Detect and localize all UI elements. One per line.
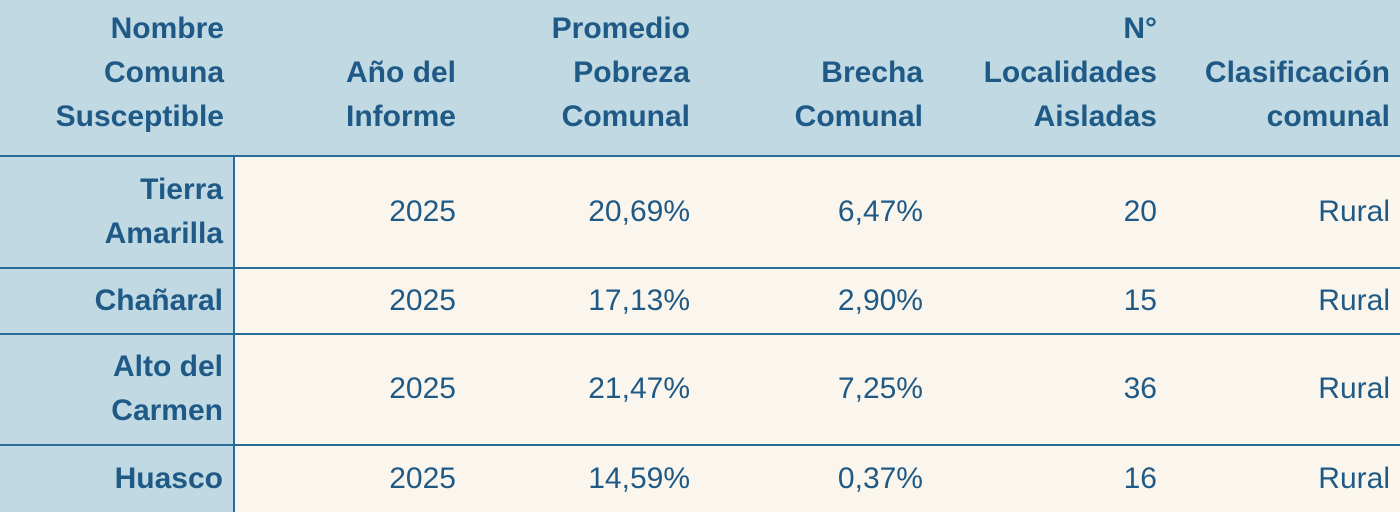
comuna-name-line: Carmen	[111, 394, 223, 428]
header-nombre-comuna: Nombre Comuna Susceptible	[0, 0, 234, 157]
isolated-cell: 15	[933, 267, 1167, 335]
header-anio-informe: Año del Informe	[234, 0, 466, 157]
header-clasificacion: Clasificación comunal	[1167, 0, 1400, 157]
header-line: Localidades	[983, 56, 1157, 89]
year-cell: 2025	[234, 444, 466, 512]
header-line: Aisladas	[1033, 100, 1157, 133]
header-line: Comunal	[561, 100, 690, 133]
classification-cell: Rural	[1167, 333, 1400, 446]
isolated-cell: 16	[933, 444, 1167, 512]
header-line: N°	[1123, 12, 1157, 45]
table-body: Tierra Amarilla 2025 20,69% 6,47% 20 Rur…	[0, 156, 1400, 512]
table-row: Alto del Carmen 2025 21,47% 7,25% 36 Rur…	[0, 333, 1400, 446]
header-row: Nombre Comuna Susceptible Año del Inform…	[0, 0, 1400, 157]
header-line: Clasificación	[1204, 56, 1390, 89]
header-line: Informe	[345, 100, 456, 133]
isolated-cell: 36	[933, 333, 1167, 446]
poverty-cell: 14,59%	[466, 444, 700, 512]
header-line: Brecha	[821, 56, 923, 89]
gap-cell: 2,90%	[700, 267, 933, 335]
year-cell: 2025	[234, 156, 466, 269]
comuna-name-cell: Chañaral	[0, 267, 235, 335]
header-line: Nombre	[110, 12, 224, 45]
isolated-cell: 20	[933, 156, 1167, 269]
header-promedio-pobreza: Promedio Pobreza Comunal	[466, 0, 700, 157]
comuna-name-line: Alto del	[113, 350, 223, 384]
comuna-name-cell: Alto del Carmen	[0, 333, 235, 446]
comuna-name-line: Huasco	[114, 461, 223, 495]
classification-cell: Rural	[1167, 156, 1400, 269]
table-row: Tierra Amarilla 2025 20,69% 6,47% 20 Rur…	[0, 156, 1400, 269]
table-row: Huasco 2025 14,59% 0,37% 16 Rural	[0, 444, 1400, 512]
header-line: Promedio	[551, 12, 690, 45]
header-line: Pobreza	[573, 56, 690, 89]
comuna-name-line: Tierra	[140, 172, 223, 206]
classification-cell: Rural	[1167, 444, 1400, 512]
year-cell: 2025	[234, 267, 466, 335]
header-line: Comuna	[104, 56, 224, 89]
table-row: Chañaral 2025 17,13% 2,90% 15 Rural	[0, 267, 1400, 335]
comuna-name-cell: Huasco	[0, 444, 235, 512]
header-brecha-comunal: Brecha Comunal	[700, 0, 933, 157]
comuna-name-line: Chañaral	[94, 283, 223, 317]
classification-cell: Rural	[1167, 267, 1400, 335]
poverty-cell: 21,47%	[466, 333, 700, 446]
poverty-cell: 20,69%	[466, 156, 700, 269]
header-line: Comunal	[794, 100, 923, 133]
comuna-name-line: Amarilla	[104, 216, 223, 250]
gap-cell: 7,25%	[700, 333, 933, 446]
header-line: Susceptible	[55, 100, 224, 133]
gap-cell: 0,37%	[700, 444, 933, 512]
header-line: Año del	[346, 56, 456, 89]
header-line: comunal	[1266, 100, 1390, 133]
poverty-cell: 17,13%	[466, 267, 700, 335]
year-cell: 2025	[234, 333, 466, 446]
table-header: Nombre Comuna Susceptible Año del Inform…	[0, 0, 1400, 157]
comuna-name-cell: Tierra Amarilla	[0, 156, 235, 269]
header-localidades-aisladas: N° Localidades Aisladas	[933, 0, 1167, 157]
gap-cell: 6,47%	[700, 156, 933, 269]
